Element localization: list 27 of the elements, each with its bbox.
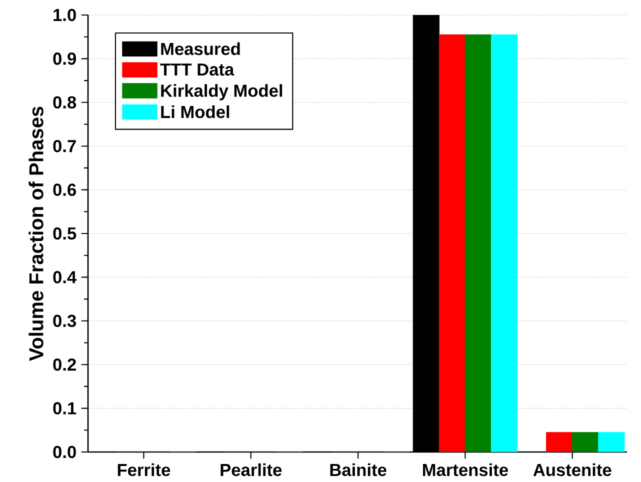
bar (464, 34, 492, 452)
legend-label: Kirkaldy Model (161, 84, 282, 100)
y-axis-title: Volume Fraction of Phases (28, 106, 44, 361)
y-tick-label: 0.7 (53, 140, 76, 152)
y-tick-label: 0.5 (53, 227, 76, 240)
bar (598, 432, 625, 452)
x-tick-label: Austenite (533, 463, 612, 476)
x-tick-label: Bainite (330, 463, 386, 476)
legend-label: TTT Data (160, 64, 234, 76)
bar (546, 432, 573, 452)
bar (438, 34, 466, 452)
y-tick-label: 0.9 (53, 52, 76, 65)
y-tick-label: 0.8 (53, 96, 76, 109)
x-tick-label: Pearlite (220, 463, 282, 476)
x-tick-label: Ferrite (118, 463, 170, 476)
y-tick-label: 0.6 (53, 184, 76, 196)
y-tick-label: 0.0 (53, 446, 76, 458)
bar (572, 432, 599, 452)
y-tick-label: 0.1 (53, 402, 76, 414)
legend-label: Li Model (161, 105, 230, 118)
bar (490, 34, 518, 452)
x-tick-label: Martensite (423, 463, 508, 476)
legend-label: Measured (161, 42, 240, 56)
y-tick-label: 0.4 (53, 271, 77, 284)
y-tick-label: 0.2 (53, 358, 76, 371)
y-tick-label: 0.3 (53, 314, 76, 328)
y-tick-label: 1.0 (54, 8, 76, 22)
